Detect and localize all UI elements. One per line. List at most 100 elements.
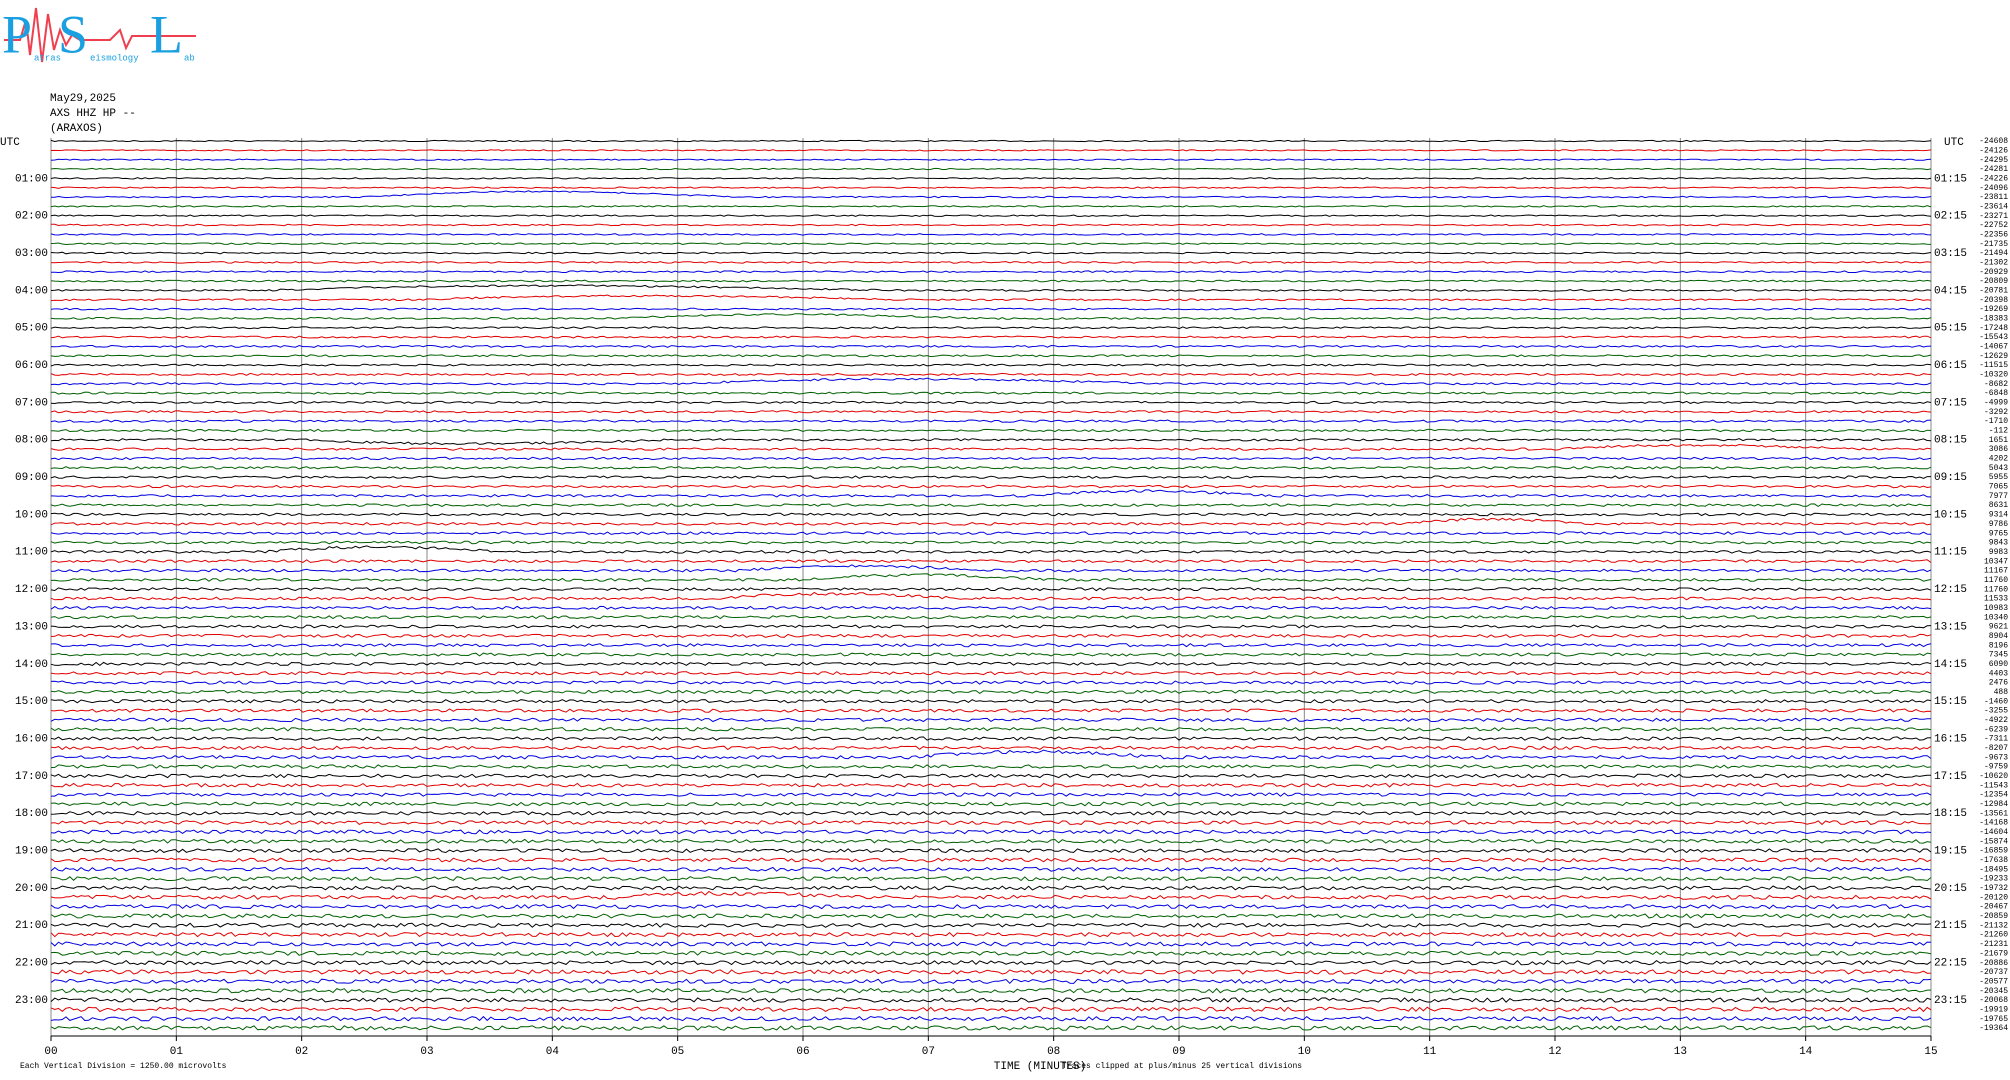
trace bbox=[50, 801, 1932, 807]
trace bbox=[50, 1025, 1932, 1031]
trace-offset: -3292 bbox=[1984, 408, 2008, 417]
x-tick-label: 09 bbox=[1172, 1046, 1185, 1058]
trace bbox=[50, 428, 1932, 433]
trace bbox=[50, 969, 1931, 975]
trace-offset: -18383 bbox=[1979, 315, 2008, 324]
trace-offset: -1460 bbox=[1984, 697, 2008, 706]
trace-offset: -19233 bbox=[1979, 875, 2008, 884]
trace bbox=[50, 475, 1931, 479]
trace bbox=[50, 624, 1932, 629]
trace bbox=[51, 190, 1932, 199]
trace bbox=[50, 615, 1932, 620]
trace bbox=[51, 223, 1932, 227]
right-hour-label: 18:15 bbox=[1934, 808, 1967, 820]
trace bbox=[50, 890, 1932, 900]
left-hour-label: 05:00 bbox=[15, 323, 48, 335]
x-tick-label: 00 bbox=[44, 1046, 57, 1058]
right-hour-label: 03:15 bbox=[1934, 248, 1967, 260]
trace-offset: -13561 bbox=[1979, 809, 2008, 818]
trace-offset: -20577 bbox=[1979, 977, 2008, 986]
trace-offset: 9765 bbox=[1989, 529, 2008, 538]
trace bbox=[50, 959, 1932, 966]
trace-offset: 488 bbox=[1994, 688, 2009, 697]
trace-offset: 11760 bbox=[1984, 585, 2008, 594]
trace bbox=[50, 149, 1932, 152]
logo-word: eismology bbox=[90, 53, 139, 63]
trace bbox=[50, 820, 1932, 826]
trace bbox=[50, 205, 1932, 208]
trace-offset: 8631 bbox=[1989, 501, 2008, 510]
trace bbox=[50, 745, 1932, 751]
right-hour-label: 04:15 bbox=[1934, 285, 1967, 297]
trace-offset: -17638 bbox=[1979, 856, 2008, 865]
trace-offset: 7345 bbox=[1989, 651, 2008, 660]
right-hour-label: 19:15 bbox=[1934, 846, 1967, 858]
x-tick-label: 01 bbox=[170, 1046, 184, 1058]
trace bbox=[50, 1015, 1932, 1022]
trace-offset: -12354 bbox=[1979, 791, 2008, 800]
trace-offset: -20781 bbox=[1979, 286, 2008, 295]
trace bbox=[50, 284, 1932, 292]
right-hour-label: 21:15 bbox=[1934, 920, 1967, 932]
right-hour-label: 15:15 bbox=[1934, 696, 1967, 708]
trace bbox=[50, 372, 1932, 376]
station: AXS HHZ HP -- bbox=[50, 108, 136, 120]
trace-offset: -6239 bbox=[1984, 725, 2008, 734]
trace-offset: -1710 bbox=[1984, 417, 2008, 426]
trace bbox=[50, 661, 1932, 667]
trace-offset: 9843 bbox=[1989, 539, 2008, 548]
trace bbox=[50, 466, 1932, 470]
trace bbox=[50, 313, 1932, 320]
x-axis-title: TIME (MINUTES) bbox=[994, 1061, 1086, 1073]
trace-offset: -8682 bbox=[1984, 380, 2008, 389]
trace bbox=[50, 932, 1932, 938]
trace bbox=[50, 941, 1932, 947]
trace bbox=[50, 377, 1932, 386]
trace-offset: -20120 bbox=[1979, 893, 2008, 902]
trace bbox=[50, 559, 1932, 564]
right-axis-title: UTC bbox=[1944, 137, 1964, 149]
left-hour-label: 06:00 bbox=[15, 360, 48, 372]
trace bbox=[50, 307, 1932, 311]
trace bbox=[50, 997, 1932, 1003]
trace-offset: 5955 bbox=[1989, 473, 2008, 482]
trace bbox=[50, 773, 1931, 779]
logo: P S L atras eismology ab bbox=[2, 4, 196, 64]
trace bbox=[50, 214, 1932, 217]
trace bbox=[50, 876, 1932, 882]
trace-offset: -8207 bbox=[1984, 744, 2008, 753]
trace bbox=[50, 503, 1932, 507]
trace bbox=[50, 139, 1932, 143]
trace bbox=[50, 540, 1932, 545]
trace bbox=[50, 848, 1932, 854]
trace bbox=[51, 270, 1932, 274]
trace-offset: -9673 bbox=[1984, 753, 2008, 762]
trace-offset: 8196 bbox=[1989, 641, 2008, 650]
left-hour-label: 07:00 bbox=[15, 397, 48, 409]
trace-offset: -18495 bbox=[1979, 865, 2008, 874]
trace-offset: -19765 bbox=[1979, 1015, 2008, 1024]
trace bbox=[50, 443, 1932, 451]
trace-offset: -12984 bbox=[1979, 800, 2008, 809]
trace-offset: 9983 bbox=[1989, 548, 2008, 557]
right-hour-label: 07:15 bbox=[1934, 397, 1967, 409]
trace bbox=[50, 438, 1932, 446]
x-tick-label: 07 bbox=[922, 1046, 935, 1058]
trace bbox=[50, 186, 1931, 189]
trace bbox=[50, 335, 1932, 339]
right-hour-label: 20:15 bbox=[1934, 883, 1967, 895]
trace-offset: -24608 bbox=[1979, 137, 2008, 146]
left-hour-label: 08:00 bbox=[15, 435, 48, 447]
trace bbox=[50, 591, 1932, 601]
trace bbox=[50, 167, 1932, 171]
left-hour-label: 14:00 bbox=[15, 659, 48, 671]
logo-letter: S bbox=[58, 4, 88, 64]
x-tick-label: 04 bbox=[546, 1046, 560, 1058]
left-hour-label: 11:00 bbox=[15, 547, 48, 559]
trace-offset: 6090 bbox=[1989, 660, 2008, 669]
trace bbox=[50, 764, 1932, 769]
trace-offset: -23614 bbox=[1979, 202, 2008, 211]
trace bbox=[51, 792, 1932, 797]
logo-wave bbox=[4, 7, 196, 63]
trace bbox=[50, 517, 1932, 526]
